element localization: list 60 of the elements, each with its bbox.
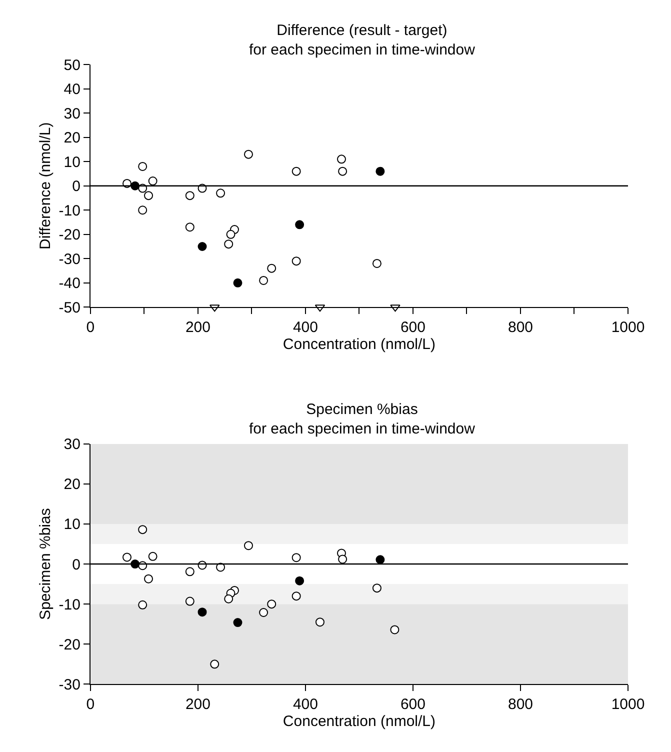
x-tick-label: 800 [508, 696, 534, 714]
y-tick-label: -10 [58, 202, 80, 220]
point [233, 278, 242, 288]
point [376, 166, 385, 176]
y-tick-label: -50 [58, 299, 80, 316]
chart-subtitle: for each specimen in time-window [249, 42, 476, 58]
point [138, 525, 148, 534]
y-tick-label: 20 [64, 130, 80, 147]
x-tick-label: 400 [292, 319, 318, 336]
y-tick-label: 0 [72, 556, 80, 574]
y-tick-label: -30 [58, 250, 80, 268]
x-tick-label: 0 [86, 696, 95, 714]
point [292, 592, 301, 601]
y-tick-label: -20 [58, 636, 80, 654]
x-axis-title: Concentration (nmol/L) [282, 336, 436, 354]
point [138, 600, 148, 610]
point [226, 230, 236, 239]
x-tick-label: 0 [86, 319, 95, 336]
point [198, 242, 207, 251]
x-tick-label: 600 [400, 319, 426, 336]
y-tick-label: -10 [58, 596, 80, 614]
point [210, 660, 220, 669]
point [244, 541, 253, 550]
x-tick-label: 400 [292, 696, 318, 714]
point [259, 608, 268, 617]
x-axis-title: Concentration (nmol/L) [282, 713, 436, 730]
y-tick-label: 50 [64, 56, 80, 74]
point [233, 618, 242, 628]
point [295, 220, 304, 230]
y-tick-label: 20 [64, 476, 80, 494]
y-tick-label: 10 [64, 516, 80, 534]
x-tick-label: 600 [400, 696, 426, 714]
x-tick-label: 1000 [611, 319, 645, 336]
x-tick-label: 800 [508, 319, 534, 336]
point [338, 554, 348, 564]
x-tick-label: 200 [185, 696, 210, 714]
point [295, 576, 304, 586]
x-tick-label: 200 [185, 319, 210, 336]
y-tick-label: 30 [64, 105, 80, 122]
point [315, 618, 324, 627]
chart-title: Specimen %bias [306, 401, 418, 418]
point [390, 625, 400, 634]
point [224, 594, 234, 604]
y-tick-label: 30 [64, 436, 80, 454]
chart-subtitle: for each specimen in time-window [249, 420, 476, 438]
y-axis-title: Difference (nmol/L) [37, 122, 54, 250]
y-tick-label: 0 [72, 178, 80, 196]
point [185, 596, 194, 606]
point [372, 584, 382, 593]
y-axis-title: Specimen %bias [37, 508, 54, 620]
chart-title: Difference (result - target) [276, 22, 448, 39]
point [376, 555, 385, 564]
y-tick-label: 40 [64, 81, 80, 98]
point [198, 608, 207, 617]
y-tick-label: 10 [64, 154, 80, 171]
x-tick-label: 1000 [611, 696, 645, 714]
y-tick-label: -30 [58, 676, 80, 694]
y-tick-label: -20 [58, 226, 80, 244]
y-tick-label: -40 [58, 275, 80, 292]
point [267, 600, 276, 609]
